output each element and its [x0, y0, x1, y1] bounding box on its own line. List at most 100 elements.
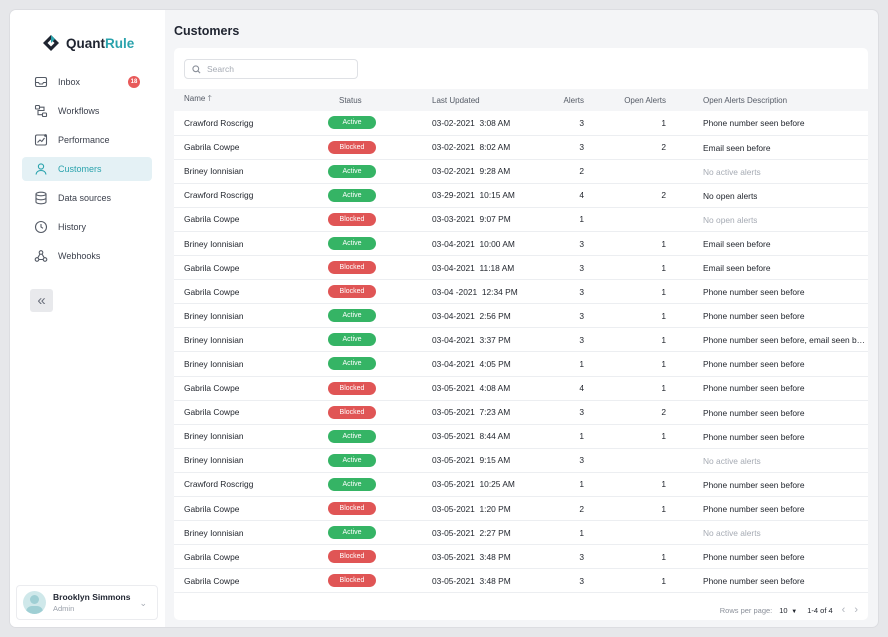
open-alerts-count: 1	[661, 310, 666, 321]
customer-name[interactable]: Gabrila Cowpe	[184, 383, 240, 394]
table-row[interactable]: Briney Ionnisian Active 03-05-2021 2:27 PM…	[174, 521, 868, 545]
last-updated: 03-04-2021 2:56 PM	[432, 310, 511, 321]
table-row[interactable]: Crawford Roscrigg Active 03-02-2021 3:08 A…	[174, 111, 868, 136]
customer-name[interactable]: Crawford Roscrigg	[184, 479, 254, 490]
customer-name[interactable]: Briney Ionnisian	[184, 166, 244, 177]
open-alerts-count	[584, 448, 666, 472]
table-row[interactable]: Briney Ionnisian Active 03-04-2021 2:56 PM…	[174, 304, 868, 328]
customer-name[interactable]: Briney Ionnisian	[184, 455, 244, 466]
column-header-status[interactable]: Status	[339, 95, 362, 105]
sidebar-item-webhooks[interactable]: Webhooks	[22, 244, 152, 268]
table-row[interactable]: Gabrila Cowpe Blocked 03-02-2021 8:02 AM 3 2…	[174, 135, 868, 160]
column-header-name[interactable]: Name 🡑	[184, 94, 212, 103]
logo[interactable]: QuantRule	[42, 34, 134, 52]
customer-name[interactable]: Briney Ionnisian	[184, 358, 244, 369]
next-page-button[interactable]: ›	[854, 604, 858, 616]
status-badge: Active	[328, 116, 376, 130]
customer-name[interactable]: Briney Ionnisian	[184, 527, 244, 538]
table-row[interactable]: Gabrila Cowpe Blocked 03-05-2021 3:48 PM 3 1…	[174, 569, 868, 593]
performance-chart-icon	[34, 133, 48, 147]
table-row[interactable]: Gabrila Cowpe Blocked 03-05-2021 7:23 AM 3 2…	[174, 400, 868, 425]
customer-name[interactable]: Gabrila Cowpe	[184, 503, 240, 514]
last-updated: 03-05-2021 7:23 AM	[432, 407, 511, 418]
sidebar-item-history[interactable]: History	[22, 215, 152, 239]
customer-name[interactable]: Gabrila Cowpe	[184, 262, 240, 273]
alerts-count: 3	[579, 455, 584, 466]
double-chevron-left-icon: «	[37, 292, 46, 309]
sort-ascending-icon: 🡑	[207, 94, 212, 103]
alerts-count: 1	[579, 431, 584, 442]
last-updated: 03-05-2021 4:08 AM	[432, 383, 511, 394]
sidebar-item-data-sources[interactable]: Data sources	[22, 186, 152, 210]
customer-name[interactable]: Gabrila Cowpe	[184, 214, 240, 225]
customer-name[interactable]: Gabrila Cowpe	[184, 286, 240, 297]
customer-name[interactable]: Briney Ionnisian	[184, 238, 244, 249]
customer-name[interactable]: Gabrila Cowpe	[184, 142, 240, 153]
user-profile-card[interactable]: Brooklyn Simmons Admin ⌄	[16, 585, 158, 620]
customer-name[interactable]: Gabrila Cowpe	[184, 575, 240, 586]
sidebar-item-performance[interactable]: Performance	[22, 128, 152, 152]
status-badge: Blocked	[328, 405, 376, 419]
alerts-count: 3	[579, 238, 584, 249]
search-box[interactable]	[184, 59, 358, 79]
table-row[interactable]: Gabrila Cowpe Blocked 03-04-2021 11:18 AM 3…	[174, 256, 868, 280]
table-row[interactable]: Gabrila Cowpe Blocked 03-05-2021 1:20 PM 2 1…	[174, 497, 868, 521]
table-row[interactable]: Gabrila Cowpe Blocked 03-03-2021 9:07 PM 1 N…	[174, 207, 868, 232]
status-badge: Blocked	[328, 381, 376, 395]
table-row[interactable]: Gabrila Cowpe Blocked 03-05-2021 4:08 AM 4 1…	[174, 376, 868, 401]
alerts-count: 3	[579, 142, 584, 153]
open-alerts-description: Phone number seen before	[703, 407, 805, 418]
sidebar-item-customers[interactable]: Customers	[22, 157, 152, 181]
status-badge: Active	[328, 526, 376, 540]
status-badge: Blocked	[328, 574, 376, 588]
open-alerts-description: Phone number seen before	[703, 503, 805, 514]
collapse-sidebar-button[interactable]: «	[30, 289, 53, 312]
open-alerts-description: Phone number seen before	[703, 118, 805, 129]
column-header-alerts[interactable]: Alerts	[563, 95, 584, 105]
open-alerts-count	[584, 159, 666, 183]
last-updated: 03-05-2021 8:44 AM	[432, 431, 511, 442]
sidebar-item-inbox[interactable]: Inbox 18	[22, 70, 152, 94]
open-alerts-description: Email seen before	[703, 238, 771, 249]
table-row[interactable]: Briney Ionnisian Active 03-02-2021 9:28 AM…	[174, 159, 868, 184]
clock-icon	[34, 220, 48, 234]
alerts-count: 2	[579, 166, 584, 177]
last-updated: 03-05-2021 3:48 PM	[432, 575, 511, 586]
table-row[interactable]: Crawford Roscrigg Active 03-29-2021 10:15 …	[174, 183, 868, 208]
rows-per-page-select[interactable]: 10 ▼	[779, 605, 798, 615]
caret-down-icon: ▼	[789, 608, 798, 615]
last-updated: 03-02-2021 8:02 AM	[432, 142, 511, 153]
avatar	[23, 591, 46, 614]
open-alerts-count: 1	[661, 383, 666, 394]
table-row[interactable]: Gabrila Cowpe Blocked 03-04 -2021 12:34 PM…	[174, 280, 868, 304]
column-header-open-alerts-description[interactable]: Open Alerts Description	[703, 95, 788, 105]
status-badge: Blocked	[328, 261, 376, 275]
customer-name[interactable]: Gabrila Cowpe	[184, 551, 240, 562]
column-header-open-alerts[interactable]: Open Alerts	[624, 95, 666, 105]
open-alerts-description: No open alerts	[703, 190, 758, 201]
search-input[interactable]	[207, 64, 347, 74]
table-row[interactable]: Briney Ionnisian Active 03-05-2021 9:15 AM…	[174, 448, 868, 473]
column-header-last-updated[interactable]: Last Updated	[432, 95, 480, 105]
open-alerts-description: Phone number seen before	[703, 431, 805, 442]
last-updated: 03-05-2021 9:15 AM	[432, 455, 511, 466]
customer-name[interactable]: Briney Ionnisian	[184, 334, 244, 345]
table-row[interactable]: Briney Ionnisian Active 03-04-2021 4:05 PM…	[174, 352, 868, 377]
customer-name[interactable]: Briney Ionnisian	[184, 310, 244, 321]
table-row[interactable]: Crawford Roscrigg Active 03-05-2021 10:25 …	[174, 472, 868, 497]
customer-name[interactable]: Crawford Roscrigg	[184, 190, 254, 201]
open-alerts-description: Email seen before	[703, 142, 771, 153]
customer-name[interactable]: Crawford Roscrigg	[184, 117, 254, 128]
customer-name[interactable]: Gabrila Cowpe	[184, 407, 240, 418]
sidebar-item-workflows[interactable]: Workflows	[22, 99, 152, 123]
table-row[interactable]: Briney Ionnisian Active 03-05-2021 8:44 AM…	[174, 424, 868, 449]
table-row[interactable]: Briney Ionnisian Active 03-04-2021 3:37 PM…	[174, 328, 868, 352]
open-alerts-count: 2	[661, 190, 666, 201]
table-row[interactable]: Gabrila Cowpe Blocked 03-05-2021 3:48 PM 3 1…	[174, 545, 868, 569]
previous-page-button[interactable]: ‹	[841, 604, 846, 616]
last-updated: 03-05-2021 3:48 PM	[432, 551, 511, 562]
table-row[interactable]: Briney Ionnisian Active 03-04-2021 10:00 A…	[174, 231, 868, 256]
customer-name[interactable]: Briney Ionnisian	[184, 431, 244, 442]
sidebar-item-label: Inbox	[58, 77, 81, 87]
status-badge: Blocked	[328, 502, 376, 516]
